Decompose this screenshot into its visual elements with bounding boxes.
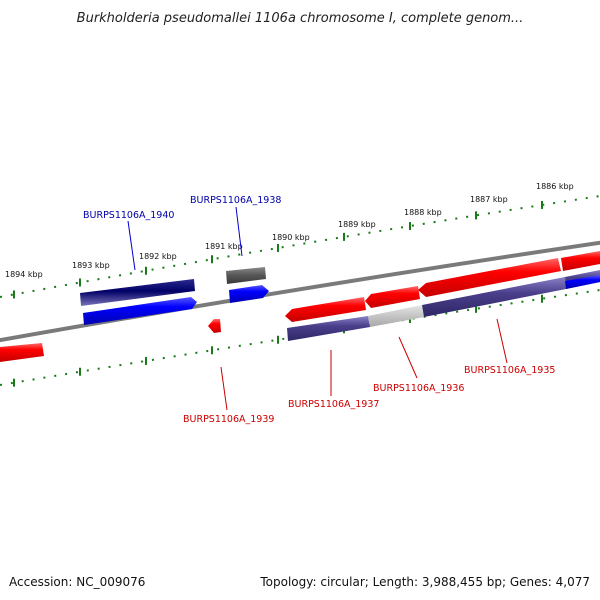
gene-label-1938[interactable]: BURPS1106A_1938 — [190, 195, 281, 206]
leader-line-1939 — [220, 366, 228, 411]
gene-1935-orf-bar[interactable] — [422, 277, 566, 317]
kbp-label: 1889 kbp — [338, 220, 376, 229]
gene-1940-arrow[interactable] — [83, 297, 197, 325]
major-ticks — [13, 200, 543, 387]
gene-1937-orf-bar[interactable] — [287, 316, 370, 341]
orf-bar-red[interactable] — [561, 251, 600, 271]
kbp-label: 1887 kbp — [470, 195, 508, 204]
gene-1938-arrow[interactable] — [229, 285, 269, 303]
leader-line-1938 — [235, 206, 243, 257]
topology-summary: Topology: circular; Length: 3,988,455 bp… — [260, 575, 590, 589]
kbp-label: 1888 kbp — [404, 208, 442, 217]
map-title: Burkholderia pseudomallei 1106a chromoso… — [76, 11, 524, 26]
kbp-label: 1893 kbp — [72, 261, 110, 270]
gene-1936-arrow[interactable] — [365, 286, 420, 308]
gene-1936-orf-bar[interactable] — [368, 305, 424, 327]
gene-1940-orf-bar[interactable] — [80, 279, 195, 306]
orf-bar-right-blue[interactable] — [565, 275, 600, 289]
gene-1938-orf-bar[interactable] — [226, 267, 266, 284]
leader-line-1935 — [496, 318, 508, 364]
gene-1937-arrow[interactable] — [285, 297, 366, 322]
leader-line-1940 — [127, 220, 136, 271]
gene-label-1936[interactable]: BURPS1106A_1936 — [373, 383, 464, 394]
kbp-label: 1891 kbp — [205, 242, 243, 251]
leader-line-1936 — [398, 336, 418, 379]
gene-left-edge-arrow[interactable] — [0, 343, 44, 362]
gene-label-1939[interactable]: BURPS1106A_1939 — [183, 414, 274, 425]
chromosome-backbone — [0, 240, 600, 343]
gene-label-1935[interactable]: BURPS1106A_1935 — [464, 365, 555, 376]
gene-1939-arrow[interactable] — [208, 319, 221, 333]
kbp-label: 1890 kbp — [272, 233, 310, 242]
kbp-label: 1892 kbp — [139, 252, 177, 261]
accession-text: Accession: NC_009076 — [9, 575, 146, 589]
kbp-label: 1886 kbp — [536, 182, 574, 191]
kbp-label: 1894 kbp — [5, 270, 43, 279]
gene-label-1940[interactable]: BURPS1106A_1940 — [83, 210, 174, 221]
gene-1935-arrow[interactable] — [418, 258, 561, 297]
gene-label-1937[interactable]: BURPS1106A_1937 — [288, 399, 379, 410]
